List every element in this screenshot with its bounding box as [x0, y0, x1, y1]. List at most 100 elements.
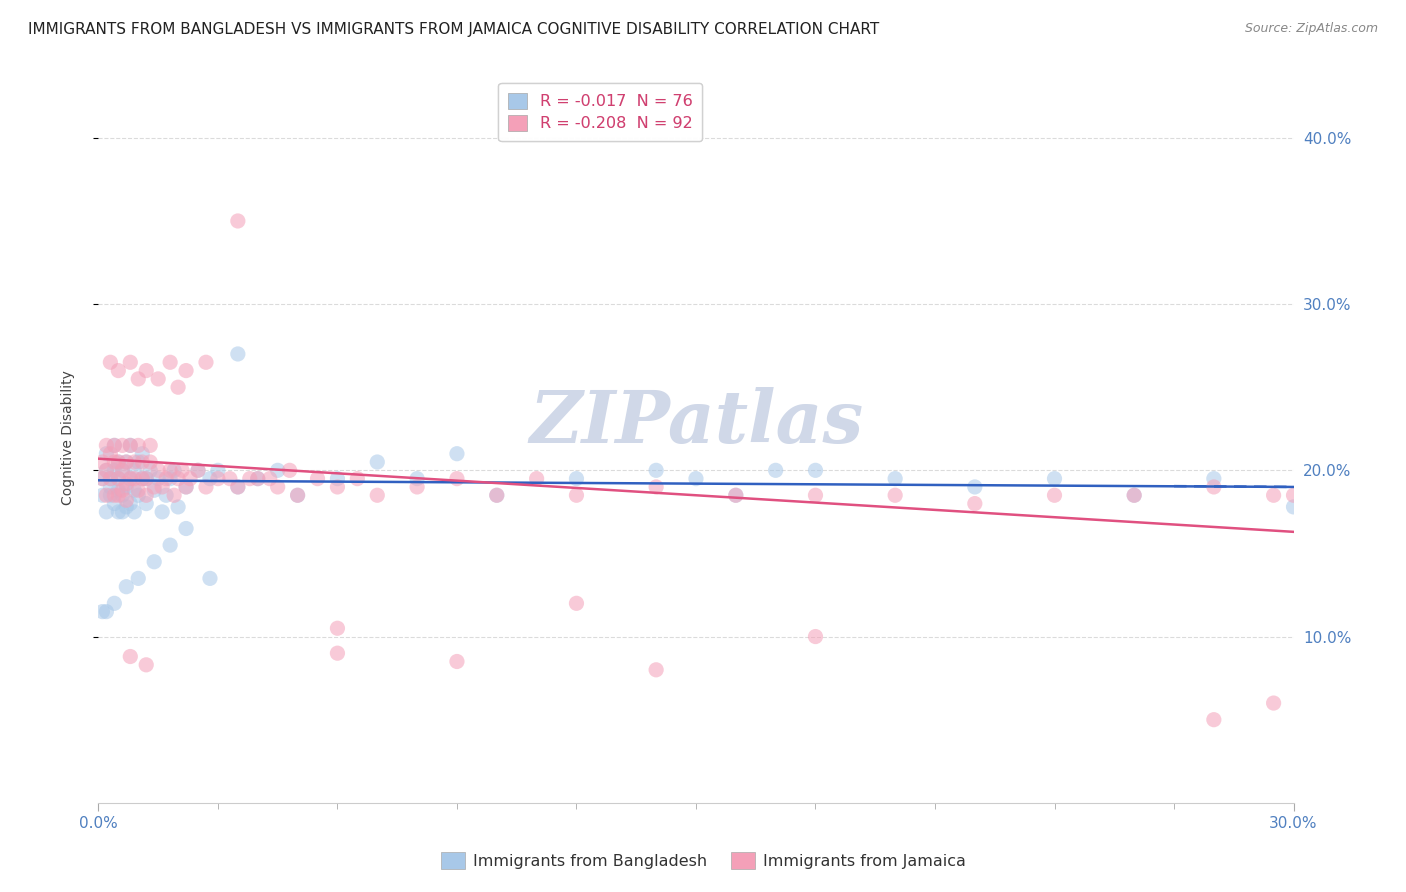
Point — [167, 380, 190, 394]
Point — [127, 455, 149, 469]
Point — [219, 472, 242, 486]
Point — [179, 472, 201, 486]
Point — [446, 655, 468, 669]
Text: ZIPatlas: ZIPatlas — [529, 387, 863, 458]
Point — [159, 355, 181, 369]
Point — [115, 455, 138, 469]
Point — [526, 472, 548, 486]
Point — [115, 476, 138, 491]
Point — [96, 605, 118, 619]
Point — [124, 463, 146, 477]
Point — [107, 455, 129, 469]
Point — [155, 472, 177, 486]
Point — [91, 605, 114, 619]
Point — [120, 472, 142, 486]
Point — [124, 505, 146, 519]
Point — [1282, 488, 1305, 502]
Point — [645, 663, 668, 677]
Point — [645, 463, 668, 477]
Point — [115, 480, 138, 494]
Y-axis label: Cognitive Disability: Cognitive Disability — [60, 369, 75, 505]
Point — [366, 455, 388, 469]
Point — [804, 463, 827, 477]
Point — [107, 505, 129, 519]
Point — [107, 472, 129, 486]
Point — [239, 472, 262, 486]
Point — [107, 363, 129, 377]
Point — [91, 455, 114, 469]
Point — [446, 472, 468, 486]
Point — [103, 455, 125, 469]
Text: Source: ZipAtlas.com: Source: ZipAtlas.com — [1244, 22, 1378, 36]
Point — [326, 480, 349, 494]
Point — [115, 455, 138, 469]
Point — [963, 497, 986, 511]
Point — [143, 555, 166, 569]
Point — [187, 463, 209, 477]
Point — [163, 463, 186, 477]
Point — [96, 505, 118, 519]
Point — [226, 347, 249, 361]
Point — [120, 438, 142, 452]
Point — [446, 447, 468, 461]
Point — [139, 438, 162, 452]
Point — [565, 488, 588, 502]
Point — [98, 472, 122, 486]
Point — [91, 488, 114, 502]
Point — [724, 488, 747, 502]
Point — [565, 472, 588, 486]
Point — [1202, 480, 1225, 494]
Point — [226, 480, 249, 494]
Point — [148, 472, 170, 486]
Point — [1123, 488, 1146, 502]
Point — [804, 488, 827, 502]
Point — [765, 463, 787, 477]
Point — [278, 463, 301, 477]
Point — [267, 463, 290, 477]
Point — [96, 463, 118, 477]
Point — [307, 472, 329, 486]
Point — [107, 472, 129, 486]
Point — [91, 472, 114, 486]
Point — [111, 483, 134, 498]
Point — [172, 463, 194, 477]
Point — [107, 488, 129, 502]
Point — [124, 472, 146, 486]
Point — [111, 463, 134, 477]
Point — [485, 488, 508, 502]
Point — [150, 505, 173, 519]
Point — [103, 596, 125, 610]
Point — [103, 438, 125, 452]
Point — [326, 621, 349, 635]
Point — [98, 480, 122, 494]
Point — [139, 463, 162, 477]
Point — [111, 438, 134, 452]
Point — [174, 521, 197, 535]
Point — [103, 497, 125, 511]
Point — [143, 483, 166, 498]
Point — [1263, 488, 1285, 502]
Point — [685, 472, 707, 486]
Point — [115, 493, 138, 508]
Point — [346, 472, 368, 486]
Point — [111, 463, 134, 477]
Point — [103, 488, 125, 502]
Point — [246, 472, 269, 486]
Point — [174, 480, 197, 494]
Point — [195, 480, 218, 494]
Point — [98, 447, 122, 461]
Point — [139, 455, 162, 469]
Point — [406, 472, 429, 486]
Point — [127, 372, 149, 386]
Point — [174, 363, 197, 377]
Point — [127, 571, 149, 585]
Point — [167, 500, 190, 514]
Point — [159, 463, 181, 477]
Point — [135, 497, 157, 511]
Point — [207, 472, 229, 486]
Point — [115, 500, 138, 514]
Point — [1123, 488, 1146, 502]
Point — [198, 571, 221, 585]
Legend: R = -0.017  N = 76, R = -0.208  N = 92: R = -0.017 N = 76, R = -0.208 N = 92 — [499, 83, 702, 141]
Point — [98, 488, 122, 502]
